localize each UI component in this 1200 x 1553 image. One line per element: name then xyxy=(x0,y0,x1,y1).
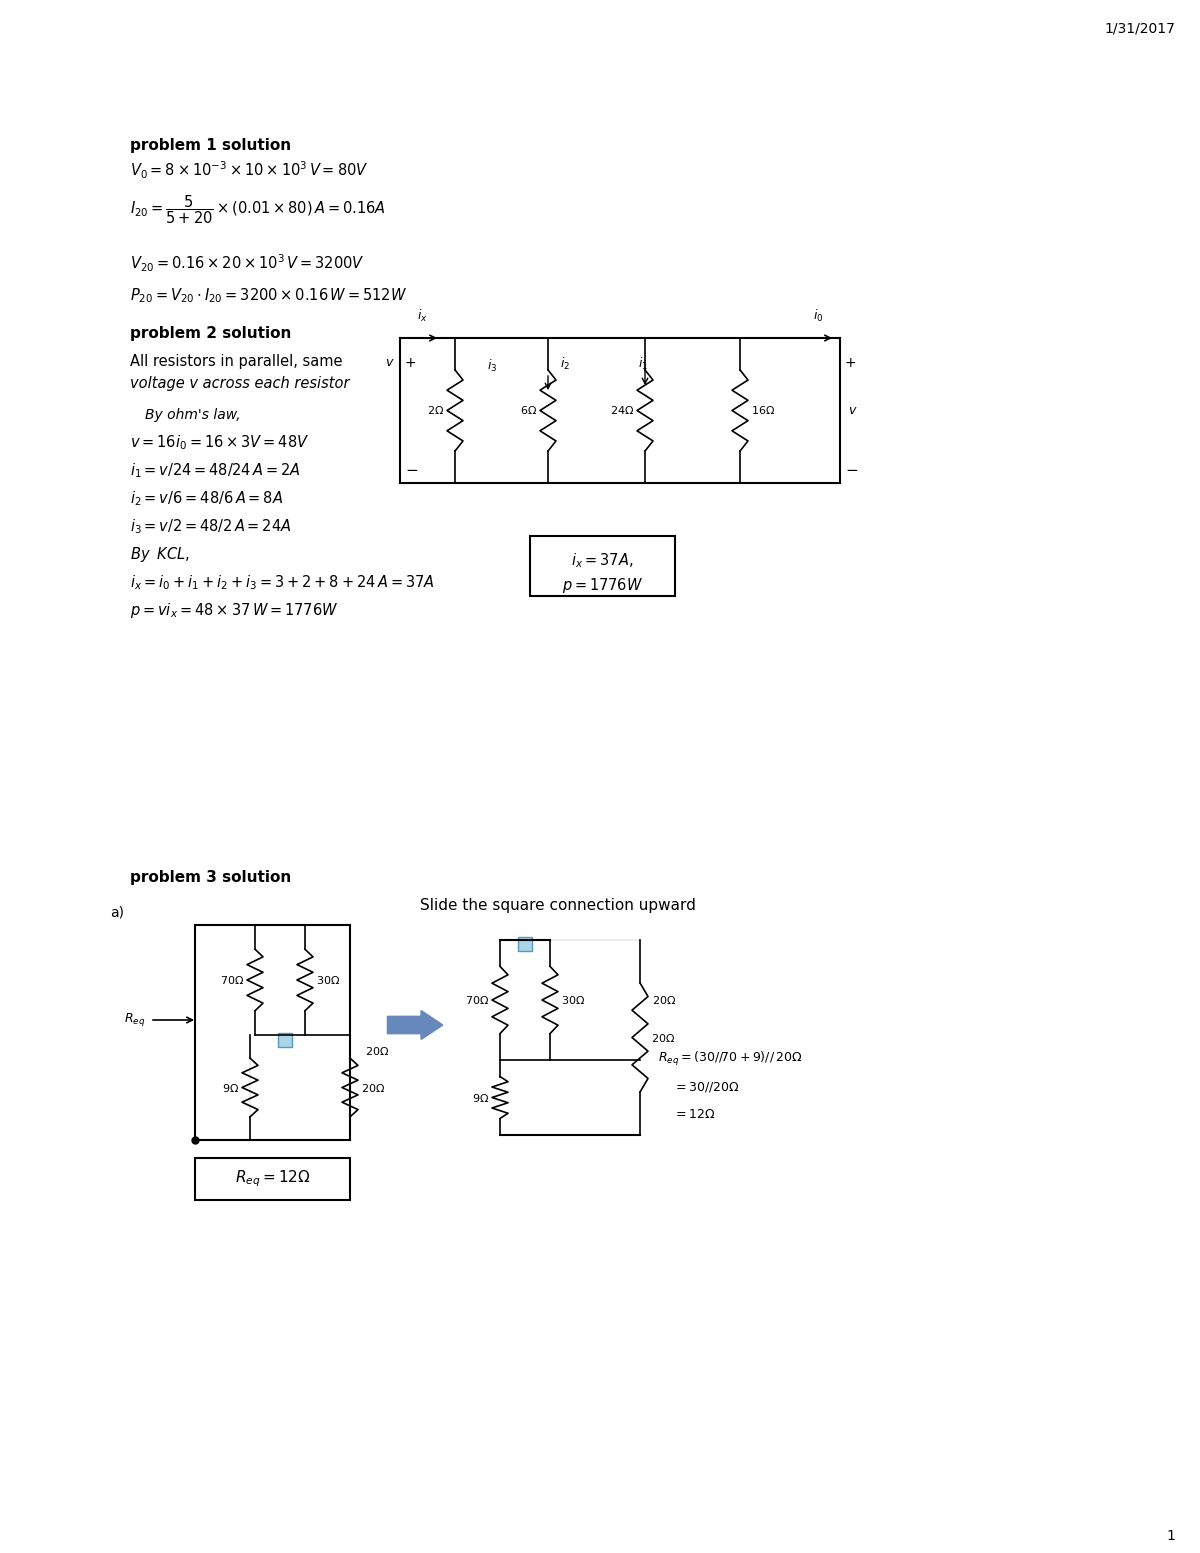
Text: −: − xyxy=(406,463,418,478)
Text: $9\Omega$: $9\Omega$ xyxy=(472,1092,490,1104)
Text: $i_x$: $i_x$ xyxy=(416,307,427,325)
Text: $20\Omega$: $20\Omega$ xyxy=(361,1081,385,1093)
Text: $p = 1776W$: $p = 1776W$ xyxy=(562,576,643,595)
Text: $30\Omega$: $30\Omega$ xyxy=(562,994,586,1006)
Bar xyxy=(530,536,674,596)
Text: $i_1$: $i_1$ xyxy=(638,356,648,373)
Text: $i_0$: $i_0$ xyxy=(812,307,823,325)
Text: $p = vi_x = 48\times37\,W = 1776W$: $p = vi_x = 48\times37\,W = 1776W$ xyxy=(130,601,338,620)
Text: problem 1 solution: problem 1 solution xyxy=(130,138,292,154)
Text: $i_2 = v/6 = 48/6\,A = 8A$: $i_2 = v/6 = 48/6\,A = 8A$ xyxy=(130,489,283,508)
Text: $i_2$: $i_2$ xyxy=(560,356,570,373)
Text: $R_{eq} = (30//70+9)//\,20\Omega$: $R_{eq} = (30//70+9)//\,20\Omega$ xyxy=(658,1050,803,1068)
Text: $\it{By}\;\;KCL,$: $\it{By}\;\;KCL,$ xyxy=(130,545,190,564)
Text: 1/31/2017: 1/31/2017 xyxy=(1104,22,1175,36)
Text: $16\Omega$: $16\Omega$ xyxy=(751,404,775,416)
Bar xyxy=(194,1159,350,1200)
Text: $9\Omega$: $9\Omega$ xyxy=(222,1081,239,1093)
Text: $I_{20} = \dfrac{5}{5+20}\times(0.01\times80)\,A = 0.16A$: $I_{20} = \dfrac{5}{5+20}\times(0.01\tim… xyxy=(130,193,386,225)
Text: $2\Omega$: $2\Omega$ xyxy=(427,404,444,416)
Text: $P_{20} = V_{20} \cdot I_{20} = 3200\times0.16\,W = 512W$: $P_{20} = V_{20} \cdot I_{20} = 3200\tim… xyxy=(130,286,407,304)
Bar xyxy=(278,1033,292,1047)
Text: All resistors in parallel, same: All resistors in parallel, same xyxy=(130,354,342,370)
Text: $70\Omega$: $70\Omega$ xyxy=(464,994,490,1006)
Text: $70\Omega$: $70\Omega$ xyxy=(220,974,244,986)
Text: $v$: $v$ xyxy=(848,404,858,418)
Text: By ohm's law,: By ohm's law, xyxy=(145,408,241,422)
Text: Slide the square connection upward: Slide the square connection upward xyxy=(420,898,696,913)
Text: $= 30//20\Omega$: $= 30//20\Omega$ xyxy=(673,1079,739,1093)
Text: $30\Omega$: $30\Omega$ xyxy=(316,974,340,986)
Text: problem 2 solution: problem 2 solution xyxy=(130,326,292,342)
Text: $24\Omega$: $24\Omega$ xyxy=(610,404,634,416)
Text: −: − xyxy=(845,463,858,478)
Text: $R_{eq}$: $R_{eq}$ xyxy=(124,1011,145,1028)
Text: $i_x = 37A,$: $i_x = 37A,$ xyxy=(571,551,634,570)
Text: $v = 16i_0 = 16\times 3V = 48V$: $v = 16i_0 = 16\times 3V = 48V$ xyxy=(130,433,310,452)
Text: $i_x = i_0+i_1+i_2+i_3 = 3+2+8+24\,A = 37A$: $i_x = i_0+i_1+i_2+i_3 = 3+2+8+24\,A = 3… xyxy=(130,573,434,592)
Text: $20\Omega$: $20\Omega$ xyxy=(365,1045,389,1058)
Text: +: + xyxy=(845,356,857,370)
Text: a): a) xyxy=(110,905,124,919)
Text: $i_3 = v/2 = 48/2\,A = 24A$: $i_3 = v/2 = 48/2\,A = 24A$ xyxy=(130,517,292,536)
Text: voltage v across each resistor: voltage v across each resistor xyxy=(130,376,349,391)
Text: $V_0 = 8\times10^{-3}\times10\times10^3\,V = 80V$: $V_0 = 8\times10^{-3}\times10\times10^3\… xyxy=(130,160,368,182)
Text: $v$: $v$ xyxy=(385,356,395,370)
Text: $20\Omega$: $20\Omega$ xyxy=(652,994,676,1006)
Text: $6\Omega$: $6\Omega$ xyxy=(520,404,538,416)
Text: $i_3$: $i_3$ xyxy=(487,359,497,374)
Text: 1: 1 xyxy=(1166,1530,1175,1544)
Text: $i_1 = v/24 = 48/24\,A = 2A$: $i_1 = v/24 = 48/24\,A = 2A$ xyxy=(130,461,301,480)
Text: problem 3 solution: problem 3 solution xyxy=(130,870,292,885)
Text: $= 12\Omega$: $= 12\Omega$ xyxy=(673,1107,715,1121)
Bar xyxy=(518,936,532,950)
Text: $R_{eq} = 12\Omega$: $R_{eq} = 12\Omega$ xyxy=(235,1169,311,1190)
Text: $20\Omega$: $20\Omega$ xyxy=(650,1031,676,1044)
Text: $V_{20} = 0.16\times20\times10^3\,V = 3200V$: $V_{20} = 0.16\times20\times10^3\,V = 32… xyxy=(130,253,365,275)
Text: +: + xyxy=(406,356,416,370)
FancyArrowPatch shape xyxy=(388,1011,443,1039)
